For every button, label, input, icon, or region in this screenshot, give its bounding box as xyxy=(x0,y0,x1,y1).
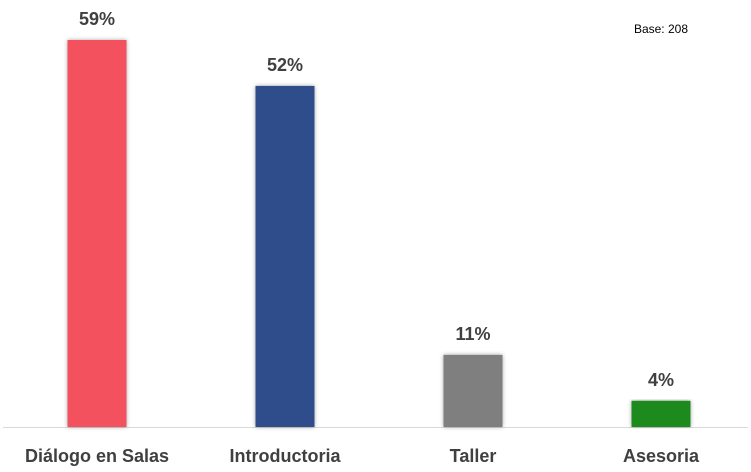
value-label-1: 52% xyxy=(267,55,303,75)
bar-0 xyxy=(67,40,127,427)
value-label-2: 11% xyxy=(455,324,490,344)
category-labels: Diálogo en Salas Introductoria Taller Aseso… xyxy=(25,446,700,466)
category-label-0: Diálogo en Salas xyxy=(25,446,169,466)
bar-1 xyxy=(255,85,315,427)
base-note: Base: 208 xyxy=(634,22,688,36)
bar-series xyxy=(67,40,691,427)
category-label-1: Introductoria xyxy=(230,446,342,466)
value-label-0: 59% xyxy=(79,9,115,29)
bar-2 xyxy=(443,354,503,427)
data-labels: 59% 52% 11% 4% xyxy=(79,9,674,390)
category-label-2: Taller xyxy=(450,446,497,466)
bar-3 xyxy=(631,400,691,427)
value-label-3: 4% xyxy=(648,370,674,390)
category-label-3: Asesoria xyxy=(623,446,700,466)
